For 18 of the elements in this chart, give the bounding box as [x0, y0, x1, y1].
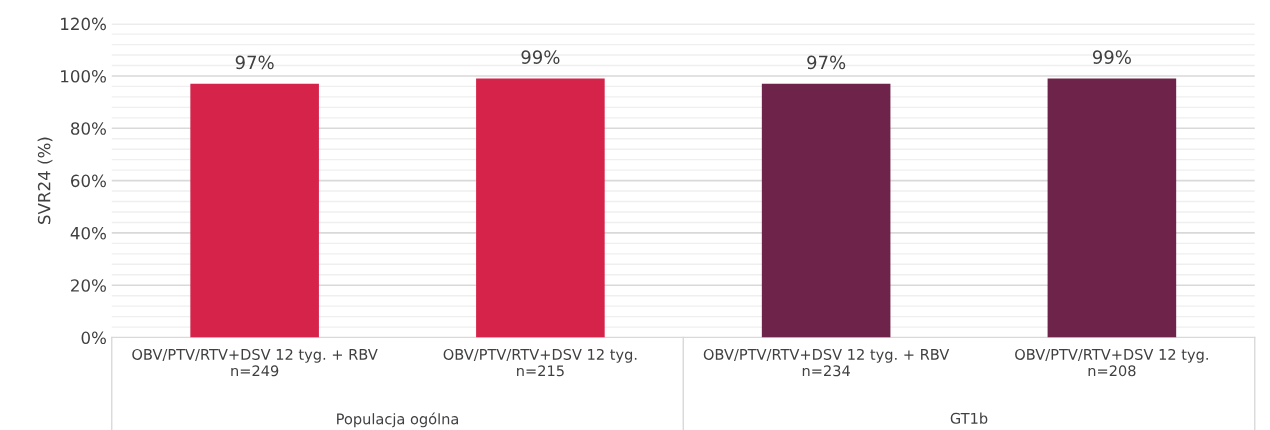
y-tick-label: 0% [81, 331, 106, 345]
y-tick-label: 60% [71, 174, 106, 188]
text: Populacja ogólna [337, 412, 459, 428]
x-tick-label: OBV/PTV/RTV+DSV 12 tyg. + RBV n=249 [132, 348, 378, 377]
x-tick-label: OBV/PTV/RTV+DSV 12 tyg. n=215 [443, 348, 637, 377]
y-tick-label: 20% [71, 279, 106, 292]
data-label: 97% [235, 55, 274, 70]
data-label: 99% [1092, 50, 1131, 64]
y-tick-label: 120% [61, 17, 106, 31]
y-tick-label: 40% [70, 226, 106, 240]
x-tick-label: OBV/PTV/RTV+DSV 12 tyg. + RBV n=234 [703, 348, 950, 377]
y-tick-label: 80% [70, 122, 106, 135]
y-tick-label: 100% [61, 69, 106, 83]
y-axis-title: SVR24 (%) [37, 137, 53, 224]
data-label: 99% [521, 50, 560, 64]
data-label: 97% [807, 55, 846, 70]
text: GT1b [950, 412, 988, 424]
x-tick-label: OBV/PTV/RTV+DSV 12 tyg. n=208 [1015, 348, 1208, 377]
